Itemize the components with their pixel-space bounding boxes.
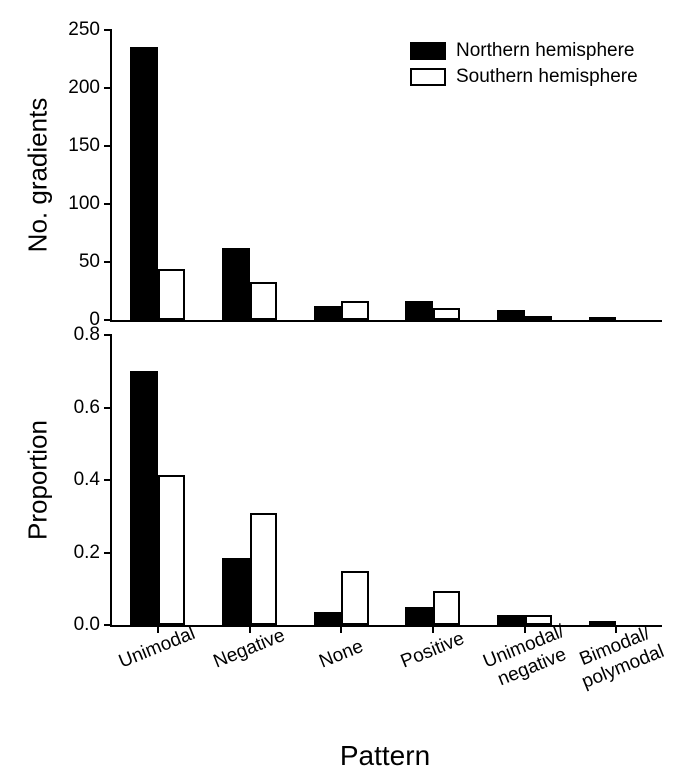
bar-north-bimodal_polymodal xyxy=(589,317,617,320)
ytick-label: 150 xyxy=(68,135,112,157)
bar-north-positive xyxy=(405,607,433,625)
legend: Northern hemisphere Southern hemisphere xyxy=(410,40,638,92)
bar-north-unimodal_negative xyxy=(497,310,525,320)
ylabel-bottom: Proportion xyxy=(23,420,54,540)
bar-south-unimodal_negative xyxy=(525,615,553,625)
bar-north-none xyxy=(314,306,342,320)
bar-south-none xyxy=(341,301,369,320)
xtick xyxy=(157,625,159,633)
bar-south-positive xyxy=(433,591,461,625)
x-axis-label: Pattern xyxy=(340,740,430,772)
category-label-unimodal_negative: Unimodal/negative xyxy=(480,621,576,694)
ytick-label: 0.4 xyxy=(74,469,112,491)
legend-label-south: Southern hemisphere xyxy=(456,66,638,88)
category-label-bimodal_polymodal: Bimodal/polymodal xyxy=(571,621,668,694)
ytick-label: 0.8 xyxy=(74,324,112,346)
legend-swatch-north xyxy=(410,42,446,60)
ytick-label: 200 xyxy=(68,77,112,99)
ytick-label: 50 xyxy=(79,251,112,273)
ytick-label: 100 xyxy=(68,193,112,215)
category-label-positive: Positive xyxy=(398,628,468,673)
xtick xyxy=(524,625,526,633)
bar-south-unimodal_negative xyxy=(525,316,553,320)
bar-north-negative xyxy=(222,558,250,625)
xtick xyxy=(432,625,434,633)
xtick xyxy=(249,625,251,633)
xtick xyxy=(340,625,342,633)
bar-north-none xyxy=(314,612,342,625)
ytick-label: 0.2 xyxy=(74,542,112,564)
legend-item-north: Northern hemisphere xyxy=(410,40,638,62)
legend-item-south: Southern hemisphere xyxy=(410,66,638,88)
bar-south-positive xyxy=(433,308,461,320)
legend-swatch-south xyxy=(410,68,446,86)
legend-label-north: Northern hemisphere xyxy=(456,40,634,62)
bar-south-negative xyxy=(250,282,278,320)
bar-south-negative xyxy=(250,513,278,625)
bar-south-unimodal xyxy=(158,269,186,320)
bar-south-unimodal xyxy=(158,475,186,625)
bar-south-none xyxy=(341,571,369,625)
bar-north-unimodal_negative xyxy=(497,615,525,625)
bar-north-bimodal_polymodal xyxy=(589,621,617,625)
bar-north-positive xyxy=(405,301,433,320)
ytick-label: 250 xyxy=(68,19,112,41)
bar-north-unimodal xyxy=(130,371,158,625)
ytick-label: 0.6 xyxy=(74,397,112,419)
bar-north-unimodal xyxy=(130,47,158,320)
category-label-none: None xyxy=(316,636,366,673)
ytick-label: 0.0 xyxy=(74,614,112,636)
ylabel-top: No. gradients xyxy=(23,98,54,253)
xtick xyxy=(615,625,617,633)
bar-north-negative xyxy=(222,248,250,320)
figure-root: 050100150200250 No. gradients 0.00.20.40… xyxy=(0,0,689,781)
panel-bottom: 0.00.20.40.60.8 xyxy=(110,335,662,627)
